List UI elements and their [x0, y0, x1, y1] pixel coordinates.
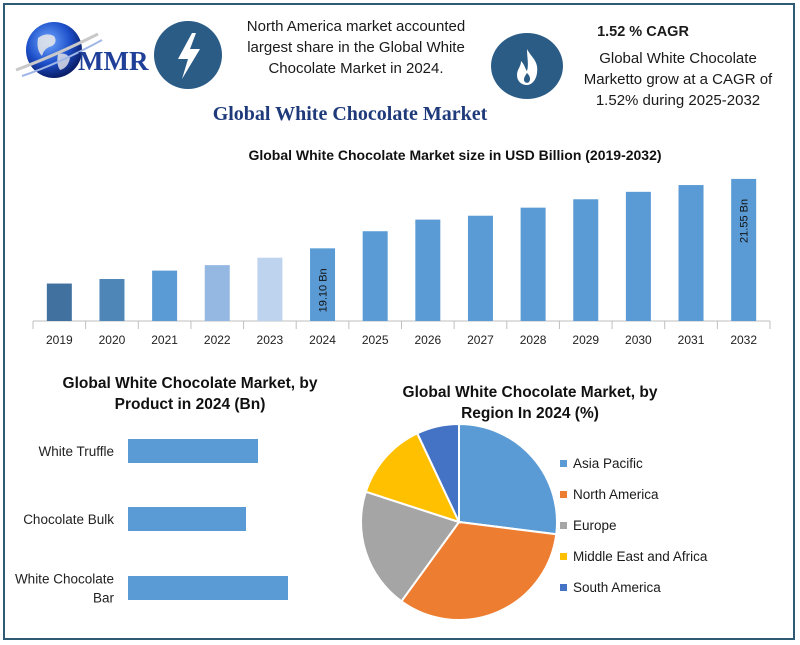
legend-label: Europe [573, 518, 617, 533]
legend-swatch [560, 460, 567, 467]
pie-chart [360, 422, 558, 621]
bar-2024 [310, 248, 336, 321]
product-chart-title-text: Global White Chocolate Market, by Produc… [62, 375, 318, 413]
bar-2021 [152, 270, 178, 321]
flame-icon [517, 49, 538, 85]
legend-swatch [560, 522, 567, 529]
x-tick-label: 2020 [99, 333, 126, 347]
legend-label: South America [573, 580, 661, 595]
bar-2020 [99, 279, 125, 321]
infographic-frame [3, 3, 795, 640]
bar-2022 [204, 265, 230, 321]
bar-2025 [362, 231, 388, 321]
logo-text: MMR [78, 46, 149, 76]
x-tick-label: 2021 [151, 333, 178, 347]
x-tick-label: 2028 [520, 333, 547, 347]
x-tick-label: 2030 [625, 333, 652, 347]
x-tick-label: 2027 [467, 333, 494, 347]
lightning-icon [178, 33, 200, 79]
product-chart: White Truffle Chocolate Bulk White Chocola… [15, 439, 288, 606]
x-tick-label: 2019 [46, 333, 73, 347]
bar-2026 [415, 219, 441, 321]
legend-item: South America [560, 572, 707, 603]
bar-2030 [625, 191, 651, 321]
main-title: Global White Chocolate Market [212, 103, 488, 125]
x-tick-label: 2022 [204, 333, 231, 347]
lightning-icon-badge [154, 21, 222, 89]
bar-chart: 2019 2020 2021 2022 2023 2024 2025 2026 2027 2028… [32, 178, 771, 347]
legend-item: Middle East and Africa [560, 541, 707, 572]
flame-icon-badge [491, 33, 563, 99]
bar-2029 [573, 199, 599, 321]
pie-slice [458, 422, 558, 536]
product-label: Bar [93, 591, 115, 606]
x-tick-label: 2026 [414, 333, 441, 347]
product-label: Chocolate Bulk [23, 512, 114, 527]
pie-legend: Asia Pacific North America Europe Middle… [560, 448, 707, 603]
bar-2028 [520, 207, 546, 321]
product-bar [128, 507, 246, 531]
product-bar [128, 576, 288, 600]
x-tick-label: 2023 [257, 333, 284, 347]
legend-label: Asia Pacific [573, 456, 643, 471]
legend-swatch [560, 491, 567, 498]
pie-slice [364, 431, 461, 524]
legend-label: Middle East and Africa [573, 549, 708, 564]
bar-2019 [46, 283, 72, 321]
x-tick-label: 2031 [678, 333, 705, 347]
legend-item: Europe [560, 510, 707, 541]
bar-2027 [467, 215, 493, 321]
cagr-label: 1.52 % CAGR [597, 24, 689, 40]
globe-icon [15, 22, 103, 78]
bar-2031 [678, 185, 704, 321]
product-label: White Truffle [38, 444, 114, 459]
bar-chart-title: Global White Chocolate Market size in US… [248, 147, 662, 163]
bar-2032 [731, 178, 757, 321]
bar-2023 [257, 257, 283, 321]
info-left-text: North America market accounted largest s… [246, 18, 466, 77]
legend-swatch [560, 584, 567, 591]
region-chart-title: Global White Chocolate Market, by Region… [380, 382, 680, 424]
legend-swatch [560, 553, 567, 560]
legend-item: Asia Pacific [560, 448, 707, 479]
pie-slice [415, 422, 460, 523]
legend-item: North America [560, 479, 707, 510]
region-chart-title-text: Global White Chocolate Market, by Region… [402, 384, 658, 422]
x-tick-label: 2032 [730, 333, 757, 347]
product-label: White Chocolate [15, 572, 114, 587]
x-tick-label: 2024 [309, 333, 336, 347]
info-right-text: Global White Chocolate Marketto grow at … [583, 50, 773, 109]
pie-slice [360, 490, 461, 603]
x-tick-label: 2029 [572, 333, 599, 347]
data-label: 21.55 Bn [739, 199, 751, 243]
product-bar [128, 439, 258, 463]
pie-slice [399, 520, 558, 621]
product-chart-title: Global White Chocolate Market, by Produc… [40, 373, 340, 415]
data-label: 19.10 Bn [318, 268, 330, 312]
x-tick-label: 2025 [362, 333, 389, 347]
mmr-logo [14, 16, 154, 86]
legend-label: North America [573, 487, 659, 502]
